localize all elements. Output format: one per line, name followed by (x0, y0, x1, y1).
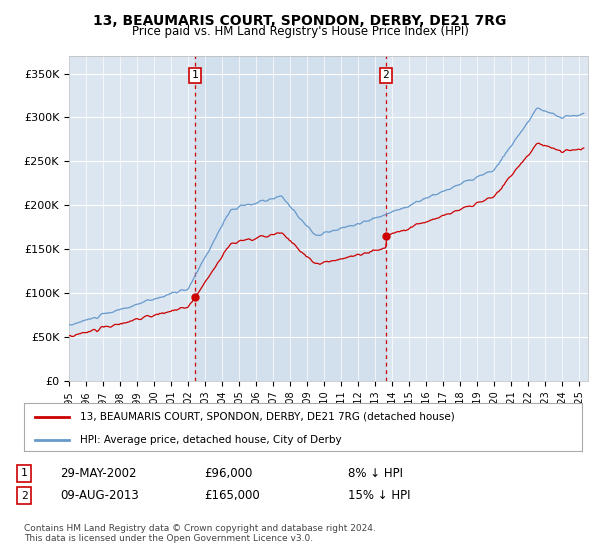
Text: Contains HM Land Registry data © Crown copyright and database right 2024.
This d: Contains HM Land Registry data © Crown c… (24, 524, 376, 543)
Text: 29-MAY-2002: 29-MAY-2002 (60, 466, 137, 480)
Text: 8% ↓ HPI: 8% ↓ HPI (348, 466, 403, 480)
Text: £165,000: £165,000 (204, 489, 260, 502)
Text: 1: 1 (192, 71, 199, 80)
Bar (195, 56, 386, 381)
Text: HPI: Average price, detached house, City of Derby: HPI: Average price, detached house, City… (80, 435, 341, 445)
Text: 2: 2 (20, 491, 28, 501)
Text: 15% ↓ HPI: 15% ↓ HPI (348, 489, 410, 502)
Text: 1: 1 (20, 468, 28, 478)
Text: Price paid vs. HM Land Registry's House Price Index (HPI): Price paid vs. HM Land Registry's House … (131, 25, 469, 38)
Text: 2: 2 (382, 71, 389, 80)
Text: 13, BEAUMARIS COURT, SPONDON, DERBY, DE21 7RG: 13, BEAUMARIS COURT, SPONDON, DERBY, DE2… (94, 14, 506, 28)
Text: 13, BEAUMARIS COURT, SPONDON, DERBY, DE21 7RG (detached house): 13, BEAUMARIS COURT, SPONDON, DERBY, DE2… (80, 412, 455, 422)
Text: 09-AUG-2013: 09-AUG-2013 (60, 489, 139, 502)
Text: £96,000: £96,000 (204, 466, 253, 480)
